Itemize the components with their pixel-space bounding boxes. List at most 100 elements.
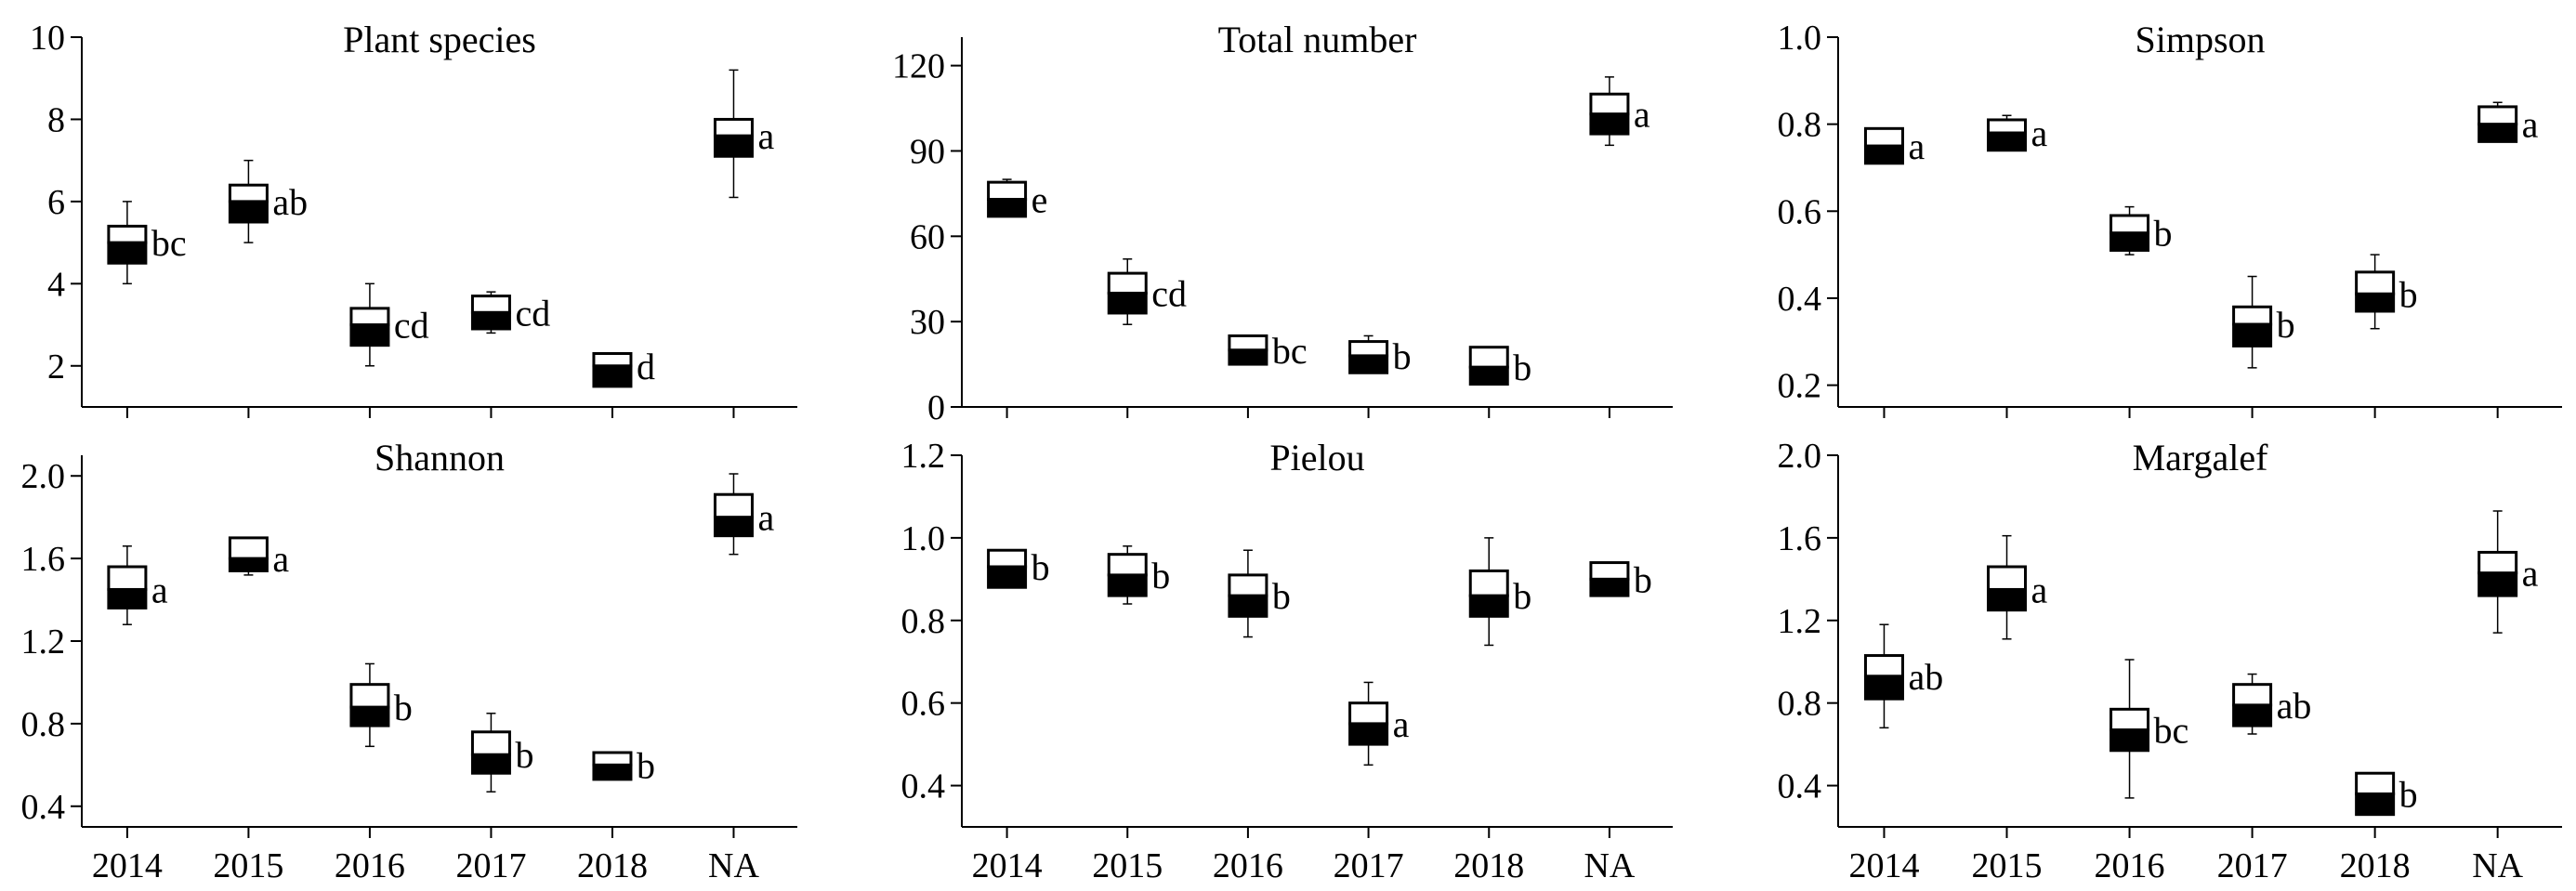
box-upper-half bbox=[2477, 105, 2518, 126]
significance-letter: ab bbox=[1908, 656, 1943, 698]
x-tick-label: 2017 bbox=[455, 846, 526, 885]
x-tick-label: 2018 bbox=[2340, 846, 2411, 885]
box-upper-half bbox=[1589, 561, 1630, 581]
box-upper-half bbox=[1107, 553, 1148, 577]
box-lower-half bbox=[713, 516, 754, 538]
box-lower-half bbox=[1107, 573, 1148, 597]
box-lower-half bbox=[1107, 292, 1148, 315]
box-upper-half bbox=[987, 548, 1028, 569]
box-2014: a bbox=[1863, 125, 1925, 167]
box-na: a bbox=[713, 69, 774, 199]
box-lower-half bbox=[1348, 722, 1389, 746]
box-lower-half bbox=[1468, 365, 1509, 387]
x-tick-label: 2014 bbox=[92, 846, 163, 885]
significance-letter: a bbox=[757, 115, 774, 157]
y-tick-label: 0.8 bbox=[21, 705, 66, 744]
significance-letter: a bbox=[151, 569, 168, 610]
box-2016: bc bbox=[2109, 659, 2188, 799]
significance-letter: cd bbox=[394, 305, 429, 347]
y-tick-label: 1.2 bbox=[1778, 602, 1822, 641]
box-2017: cd bbox=[470, 291, 550, 334]
significance-letter: b bbox=[2399, 273, 2418, 315]
panel-total-number: 0 30 60 90 120 Total number e cd bc b b a bbox=[892, 19, 1673, 427]
box-2018: d bbox=[592, 346, 655, 388]
y-tick-label: 0.8 bbox=[901, 602, 946, 641]
box-upper-half bbox=[1228, 334, 1268, 352]
box-lower-half bbox=[1987, 587, 2028, 612]
x-tick-label: NA bbox=[1584, 846, 1635, 885]
y-tick-label: 1.0 bbox=[1778, 19, 1822, 58]
box-2017: b bbox=[1348, 334, 1412, 377]
x-tick-label: 2014 bbox=[1848, 846, 1919, 885]
box-upper-half bbox=[1348, 340, 1389, 358]
panel-title: Simpson bbox=[2135, 19, 2265, 60]
y-tick-label: 8 bbox=[47, 100, 65, 139]
x-tick-label: 2015 bbox=[213, 846, 283, 885]
y-tick-label: 90 bbox=[910, 132, 945, 171]
significance-letter: bc bbox=[151, 222, 187, 264]
y-tick-label: 0.6 bbox=[1778, 192, 1822, 231]
x-tick-label: 2018 bbox=[1453, 846, 1524, 885]
box-upper-half bbox=[592, 352, 633, 368]
y-tick-label: 1.6 bbox=[1778, 519, 1822, 558]
box-upper-half bbox=[2355, 771, 2396, 795]
y-tick-label: 120 bbox=[892, 47, 945, 86]
box-lower-half bbox=[1987, 131, 2028, 152]
panel-simpson: 0.2 0.4 0.6 0.8 1.0 Simpson a a b b b a bbox=[1778, 19, 2562, 418]
box-2017: b bbox=[2232, 275, 2295, 369]
box-lower-half bbox=[470, 753, 511, 775]
significance-letter: a bbox=[757, 497, 774, 539]
x-tick-label: 2014 bbox=[972, 846, 1043, 885]
panel-title: Shannon bbox=[375, 437, 505, 478]
box-2014: a bbox=[107, 545, 168, 625]
x-tick-label: 2016 bbox=[2095, 846, 2165, 885]
box-2015: ab bbox=[228, 159, 308, 243]
box-2014: b bbox=[987, 546, 1050, 589]
significance-letter: a bbox=[1908, 125, 1925, 167]
y-tick-label: 4 bbox=[47, 265, 65, 304]
significance-letter: b bbox=[515, 734, 533, 776]
box-2018: b bbox=[1468, 537, 1531, 647]
box-upper-half bbox=[1863, 654, 1904, 678]
box-upper-half bbox=[1107, 271, 1148, 295]
y-tick-label: 0.6 bbox=[901, 685, 946, 724]
y-tick-label: 2.0 bbox=[21, 457, 66, 496]
box-upper-half bbox=[2109, 707, 2150, 732]
x-tick-label: 2015 bbox=[1972, 846, 2043, 885]
significance-letter: d bbox=[637, 346, 655, 387]
box-upper-half bbox=[1348, 701, 1389, 726]
box-upper-half bbox=[1589, 92, 1630, 116]
box-lower-half bbox=[2355, 292, 2396, 313]
significance-letter: ab bbox=[2277, 685, 2312, 727]
box-lower-half bbox=[1863, 675, 1904, 701]
significance-letter: a bbox=[272, 538, 289, 580]
box-lower-half bbox=[470, 310, 511, 331]
box-upper-half bbox=[713, 492, 754, 519]
x-tick-label: 2017 bbox=[1334, 846, 1404, 885]
y-tick-label: 2 bbox=[47, 347, 65, 387]
y-tick-label: 1.2 bbox=[21, 622, 66, 662]
y-tick-label: 60 bbox=[910, 217, 945, 256]
box-upper-half bbox=[470, 295, 511, 314]
box-2016: b bbox=[1228, 549, 1291, 638]
box-na: a bbox=[1589, 76, 1650, 147]
box-lower-half bbox=[349, 705, 390, 727]
x-tick-label: NA bbox=[2472, 846, 2523, 885]
box-2014: bc bbox=[107, 201, 187, 285]
panel-shannon: 0.4 0.8 1.2 1.6 2.0 Shannon 2014 2015 2016 2017 20… bbox=[21, 437, 797, 885]
box-2014: e bbox=[987, 178, 1047, 221]
significance-letter: ab bbox=[272, 181, 308, 223]
box-lower-half bbox=[2232, 322, 2273, 347]
box-upper-half bbox=[2232, 305, 2273, 326]
box-na: a bbox=[2477, 510, 2539, 634]
box-lower-half bbox=[2232, 703, 2273, 727]
box-lower-half bbox=[1589, 112, 1630, 136]
panel-title: Total number bbox=[1218, 19, 1417, 60]
y-tick-label: 6 bbox=[47, 183, 65, 222]
significance-letter: cd bbox=[1151, 273, 1187, 315]
box-lower-half bbox=[1863, 144, 1904, 165]
box-na: b bbox=[1589, 558, 1652, 600]
x-tick-label: 2015 bbox=[1092, 846, 1163, 885]
y-tick-label: 0 bbox=[927, 388, 945, 427]
significance-letter: a bbox=[1634, 94, 1650, 136]
